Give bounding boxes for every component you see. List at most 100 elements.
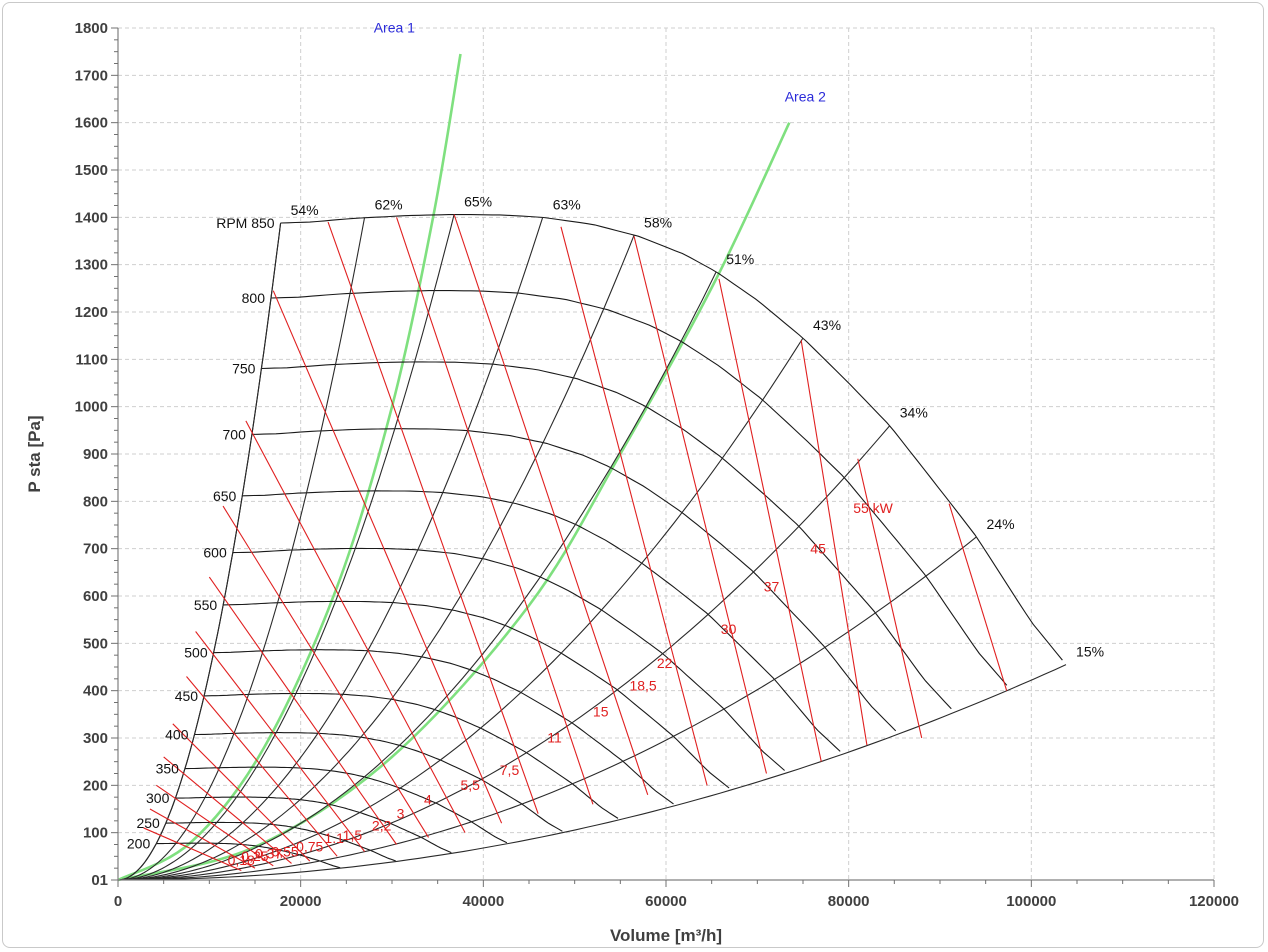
efficiency-lines bbox=[117, 214, 1067, 881]
speed-curve bbox=[175, 796, 452, 854]
power-line bbox=[453, 214, 649, 795]
y-tick-label: 600 bbox=[83, 588, 108, 605]
x-tick-label: 20000 bbox=[280, 893, 322, 910]
power-label: 3 bbox=[397, 805, 405, 821]
rpm-label: 450 bbox=[175, 688, 199, 704]
efficiency-line bbox=[117, 217, 366, 881]
speed-curve bbox=[280, 213, 1063, 661]
speed-curve bbox=[223, 600, 730, 789]
x-axis-title: Volume [m³/h] bbox=[610, 926, 722, 945]
power-line bbox=[163, 756, 292, 864]
y-axis-title: P sta [Pa] bbox=[25, 415, 44, 492]
x-tick-label: 40000 bbox=[462, 893, 504, 910]
efficiency-label: 58% bbox=[644, 214, 672, 230]
rpm-label: 550 bbox=[194, 597, 218, 613]
y-tick-label: 1400 bbox=[75, 209, 108, 226]
efficiency-label: 62% bbox=[375, 196, 403, 212]
area-curves bbox=[117, 53, 791, 882]
power-label: 30 bbox=[721, 621, 737, 637]
power-label: 55 kW bbox=[853, 500, 893, 516]
power-line bbox=[560, 226, 708, 786]
y-tick-label: 1300 bbox=[75, 257, 108, 274]
power-label: 7,5 bbox=[500, 762, 520, 778]
power-label: 1.1 bbox=[324, 830, 344, 846]
power-line bbox=[149, 808, 256, 869]
power-line bbox=[195, 631, 366, 852]
power-line bbox=[272, 290, 503, 824]
speed-curve bbox=[204, 692, 619, 819]
power-line bbox=[948, 503, 1008, 691]
speed-curve bbox=[194, 732, 563, 832]
y-tick-label: 800 bbox=[83, 493, 108, 510]
power-lines bbox=[143, 214, 1008, 872]
area-curve bbox=[117, 53, 462, 882]
rpm-label: 650 bbox=[213, 488, 237, 504]
speed-curve bbox=[242, 490, 841, 752]
speed-curve bbox=[270, 289, 1008, 686]
x-tick-label: 120000 bbox=[1189, 893, 1239, 910]
rpm-label: 500 bbox=[184, 645, 208, 661]
y-tick-label: 100 bbox=[83, 825, 108, 842]
efficiency-label: 54% bbox=[291, 202, 319, 218]
power-line bbox=[222, 505, 430, 838]
area-label: Area 2 bbox=[785, 88, 826, 104]
power-label: 45 bbox=[810, 540, 826, 556]
power-label: 2,2 bbox=[372, 817, 392, 833]
x-tick-label: 80000 bbox=[828, 893, 870, 910]
efficiency-line bbox=[118, 664, 1067, 881]
power-label: 4 bbox=[424, 791, 432, 807]
efficiency-label: 51% bbox=[726, 251, 754, 267]
power-line bbox=[186, 676, 338, 857]
grid bbox=[118, 27, 1215, 880]
y-tick-label: 1100 bbox=[75, 351, 108, 368]
area-curve bbox=[117, 122, 791, 882]
y-tick-label: 1000 bbox=[75, 399, 108, 416]
rpm-label: 300 bbox=[146, 790, 170, 806]
power-label: 18,5 bbox=[629, 678, 656, 694]
efficiency-line bbox=[117, 214, 455, 881]
rpm-label: 350 bbox=[156, 761, 180, 777]
speed-curve bbox=[213, 649, 674, 805]
efficiency-line bbox=[117, 235, 635, 881]
efficiency-label: 63% bbox=[553, 196, 581, 212]
x-tick-label: 60000 bbox=[645, 893, 687, 910]
power-line bbox=[172, 723, 311, 862]
power-line bbox=[396, 217, 594, 805]
efficiency-label: 24% bbox=[987, 516, 1015, 532]
rpm-label: 700 bbox=[223, 426, 247, 442]
power-label: 0,75 bbox=[296, 839, 323, 855]
rpm-label: 400 bbox=[165, 727, 189, 743]
rpm-label: 200 bbox=[127, 836, 151, 852]
efficiency-line bbox=[117, 337, 804, 881]
y-tick-label: 1600 bbox=[75, 115, 108, 132]
y-tick-label: 200 bbox=[83, 777, 108, 794]
x-tick-label: 100000 bbox=[1006, 893, 1056, 910]
efficiency-line bbox=[118, 536, 977, 881]
power-label: 22 bbox=[657, 655, 673, 671]
speed-curves bbox=[117, 213, 1063, 881]
y-tick-label: 500 bbox=[83, 635, 108, 652]
y-tick-label: 1800 bbox=[75, 20, 108, 37]
power-line bbox=[800, 340, 868, 746]
y-tick-label: 1200 bbox=[75, 304, 108, 321]
power-label: 0,55 bbox=[271, 843, 298, 859]
efficiency-line bbox=[117, 222, 282, 881]
speed-curve bbox=[261, 361, 952, 710]
efficiency-line bbox=[117, 425, 891, 881]
speed-curve bbox=[232, 547, 785, 771]
speed-curve bbox=[156, 842, 341, 869]
rpm-label: RPM 850 bbox=[216, 215, 275, 231]
axes: 0 20000 40000 60000 80000 100000 120000 01 100 20… bbox=[25, 20, 1239, 945]
power-line bbox=[857, 458, 923, 739]
power-label: 5,5 bbox=[461, 777, 481, 793]
rpm-label: 600 bbox=[203, 545, 227, 561]
power-label: 0,18 bbox=[228, 852, 255, 868]
y-tick-label: 1700 bbox=[75, 67, 108, 84]
y-tick-label: 700 bbox=[83, 541, 108, 558]
y-tick-label: 300 bbox=[83, 730, 108, 747]
efficiency-label: 65% bbox=[464, 193, 492, 209]
rpm-label: 250 bbox=[136, 815, 160, 831]
efficiency-line bbox=[117, 217, 544, 881]
